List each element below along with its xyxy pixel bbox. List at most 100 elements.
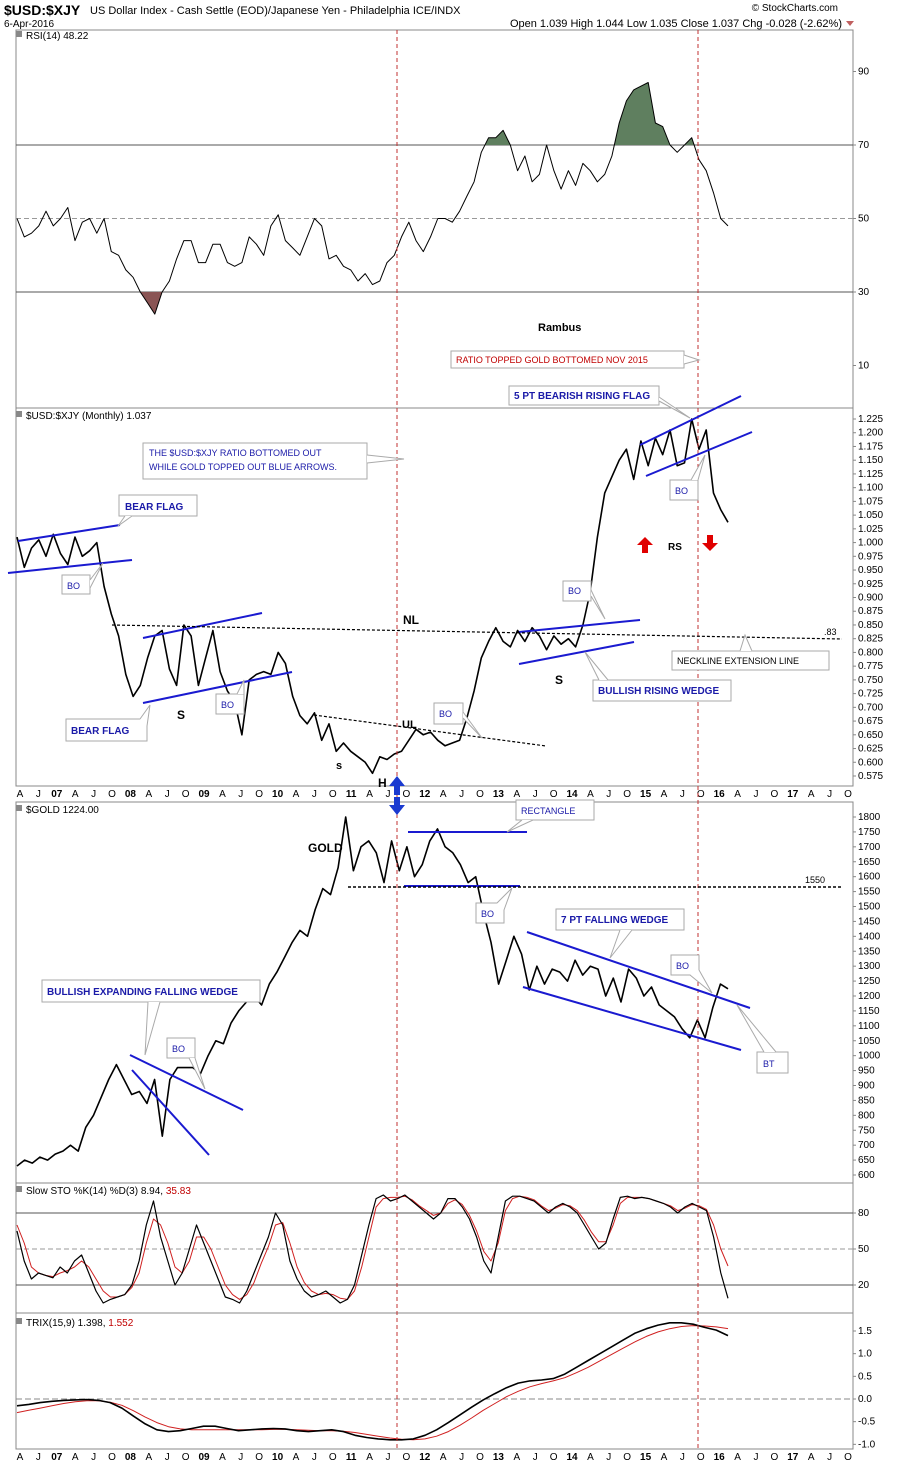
x-tick-label: J [606, 1452, 611, 1463]
trix-tick-label: 0.0 [858, 1394, 872, 1405]
rsi-overbought-fill [614, 82, 670, 145]
x-tick-label: J [165, 789, 170, 800]
x-tick-label: A [661, 1452, 668, 1463]
x-tick-label: 11 [346, 789, 357, 800]
bo-pointer-2 [590, 589, 606, 620]
x-tick-label: 07 [51, 789, 63, 800]
bo-box-7 [670, 954, 700, 976]
x-tick-label: O [550, 789, 558, 800]
bullish-wedge-box [592, 679, 732, 702]
bear-flag-1-pointer [117, 515, 133, 527]
gold-tick-label: 1450 [858, 916, 881, 927]
falling-wedge-bottom-line [522, 986, 742, 1051]
x-tick-label: A [513, 789, 520, 800]
red-arrow-down-icon [702, 535, 718, 551]
bo-label-7: BO [676, 961, 689, 971]
bo-pointer-7 [689, 969, 713, 994]
price-tick-label: 0.800 [858, 647, 883, 658]
gold-1550-label: 1550 [805, 875, 825, 885]
price-line [16, 418, 729, 775]
gold-tick-label: 1200 [858, 991, 881, 1002]
x-tick-label: 12 [419, 1452, 431, 1463]
x-tick-label: 17 [787, 789, 799, 800]
seven-pt-label: 7 PT FALLING WEDGE [561, 915, 669, 926]
rectangle-box [515, 799, 595, 821]
price-legend-icon [16, 411, 22, 417]
price-tick-label: 1.075 [858, 496, 883, 507]
rsi-tick-label: 30 [858, 287, 870, 298]
h-label: H [378, 776, 387, 790]
falling-wedge-top-line [526, 931, 751, 1009]
gold-tick-label: 1650 [858, 857, 881, 868]
trix-tick-label: 1.5 [858, 1326, 872, 1337]
price-tick-label: 0.900 [858, 593, 883, 604]
x-tick-label: O [329, 789, 337, 800]
price-tick-label: 1.100 [858, 483, 883, 494]
bo-pointer-4 [236, 679, 245, 695]
bo-box-8 [166, 1037, 196, 1059]
callouts: Rambus RATIO TOPPED GOLD BOTTOMED NOV 20… [41, 322, 837, 1090]
x-tick-label: 10 [272, 1452, 284, 1463]
x-tick-label: J [36, 789, 41, 800]
bear-flag-1-box [118, 494, 198, 517]
gold-tick-label: 750 [858, 1125, 875, 1136]
x-tick-label: A [734, 789, 741, 800]
x-tick-label: J [754, 789, 759, 800]
dropdown-caret-icon[interactable] [846, 21, 854, 26]
bt-label: BT [763, 1059, 775, 1069]
x-tick-label: 10 [272, 789, 284, 800]
gold-tick-label: 1400 [858, 931, 881, 942]
price-tick-label: 0.925 [858, 579, 883, 590]
ratio-bottomed-box [142, 442, 368, 480]
x-tick-label: J [533, 789, 538, 800]
x-tick-label: 14 [566, 1452, 578, 1463]
price-trendlines [7, 395, 753, 704]
trix-legend: TRIX(15,9) 1.398, 1.552 [26, 1318, 134, 1329]
gold-line [16, 816, 729, 1167]
blue-arrow-up-icon [389, 776, 405, 795]
trix-tick-label: 0.5 [858, 1371, 872, 1382]
x-tick-label: 15 [640, 789, 652, 800]
gold-tick-label: 1000 [858, 1051, 881, 1062]
x-tick-label: 09 [198, 789, 210, 800]
bullish-wedge-pointer [584, 651, 609, 681]
x-tick-label: O [771, 1452, 779, 1463]
x-tick-label: J [827, 1452, 832, 1463]
neckline-ext-pointer [739, 633, 753, 652]
x-tick-label: A [587, 1452, 594, 1463]
x-tick-label: A [17, 789, 24, 800]
rsi-tick-label: 70 [858, 140, 870, 151]
chart-date: 6-Apr-2016 [4, 19, 54, 30]
price-tick-label: 0.875 [858, 606, 883, 617]
red-arrow-up-icon [637, 537, 653, 553]
ul-label: UL [402, 719, 417, 731]
bullish-wedge-top-line [518, 619, 641, 633]
bo-box-6 [475, 902, 505, 924]
x-tick-label: A [219, 1452, 226, 1463]
x-tick-label: O [697, 1452, 705, 1463]
five-pt-pointer [658, 396, 691, 419]
bo-pointer-1 [89, 562, 104, 589]
gold-tick-label: 600 [858, 1170, 875, 1181]
x-tick-label: O [771, 789, 779, 800]
gold-tick-label: 850 [858, 1095, 875, 1106]
x-tick-label: O [329, 1452, 337, 1463]
x-tick-label: O [108, 789, 116, 800]
x-tick-label: A [293, 1452, 300, 1463]
price-tick-label: 0.975 [858, 551, 883, 562]
bear-flag-1-bottom-line [7, 559, 133, 574]
price-tick-label: 0.725 [858, 689, 883, 700]
s-small-label: s [336, 760, 342, 772]
five-pt-box [508, 385, 660, 406]
sto-d-line [16, 1195, 729, 1300]
bo-box-3 [669, 479, 699, 501]
x-tick-label: J [754, 1452, 759, 1463]
gold-tick-label: 1100 [858, 1021, 880, 1032]
gold-tick-label: 1150 [858, 1006, 880, 1017]
x-tick-label: A [72, 1452, 79, 1463]
gold-tick-label: 950 [858, 1066, 875, 1077]
x-tick-label: 16 [714, 789, 726, 800]
rsi-tick-label: 90 [858, 67, 870, 78]
x-tick-label: A [587, 789, 594, 800]
bear-flag-2-label: BEAR FLAG [71, 726, 130, 737]
